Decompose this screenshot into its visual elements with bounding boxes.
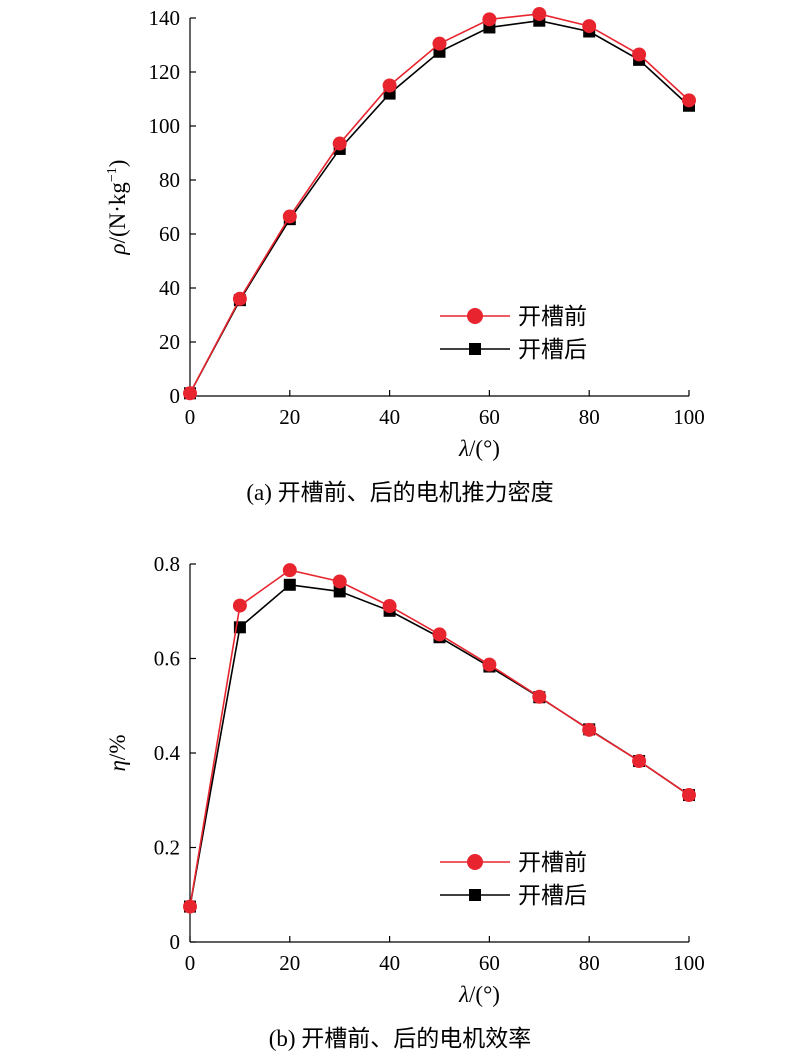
y-axis-unit-close: ): [105, 160, 130, 168]
y-axis-unit: /(N·kg: [105, 182, 130, 244]
series-line-before: [189, 569, 690, 907]
y-tick-label: 20: [159, 330, 180, 354]
series-line-before: [189, 13, 690, 394]
data-point-before: [482, 12, 497, 27]
x-tick-label: 60: [479, 951, 500, 975]
x-tick-label: 40: [379, 951, 400, 975]
x-tick-label: 0: [185, 951, 196, 975]
y-tick-label: 140: [149, 6, 181, 30]
y-tick-label: 120: [149, 60, 181, 84]
data-point-before: [632, 754, 647, 769]
x-axis-unit: /(°): [469, 436, 500, 461]
data-point-before: [183, 386, 197, 401]
y-axis-label: ρ/(N·kg−1): [105, 160, 130, 256]
legend-label: 开槽前: [518, 304, 587, 330]
x-tick-label: 80: [579, 405, 600, 429]
data-point-before: [432, 627, 447, 642]
y-axis-unit: /%: [105, 735, 130, 761]
series-line-after: [189, 19, 690, 394]
y-tick-label: 0.8: [154, 552, 180, 576]
data-point-before: [282, 209, 297, 224]
chart-thrust-density: 0 20 40 60 80 100 120 140 0 20 40 60 80 100 λ/(°) ρ/(N·…: [105, 6, 705, 505]
legend-marker-square: [469, 889, 481, 901]
x-tick-label: 0: [185, 405, 196, 429]
legend-marker-circle: [467, 854, 483, 870]
y-axis-symbol: η: [105, 760, 130, 771]
y-tick-label: 0: [170, 384, 181, 408]
data-point-before: [582, 19, 597, 34]
chart-caption: (a) 开槽前、后的电机推力密度: [246, 480, 553, 505]
x-axis-symbol: λ: [458, 982, 469, 1007]
x-tick-label: 20: [279, 951, 300, 975]
x-tick-label: 100: [673, 405, 705, 429]
data-point-before: [682, 93, 696, 108]
y-tick-label: 60: [159, 222, 180, 246]
data-point-before: [232, 291, 247, 306]
data-point-before: [482, 657, 497, 672]
data-point-before: [532, 6, 547, 21]
data-point-before: [332, 574, 347, 589]
legend-marker-circle: [467, 308, 483, 324]
legend-label: 开槽前: [518, 850, 587, 876]
data-point-before: [582, 722, 597, 737]
y-tick-label: 0: [170, 930, 181, 954]
data-point-before: [183, 899, 197, 914]
legend-label: 开槽后: [518, 883, 587, 909]
data-point-before: [632, 47, 647, 62]
data-point-before: [232, 598, 247, 613]
data-point-before: [332, 136, 347, 151]
legend-label: 开槽后: [518, 337, 587, 363]
x-tick-label: 40: [379, 405, 400, 429]
legend-marker-square: [469, 343, 481, 355]
x-axis-symbol: λ: [458, 436, 469, 461]
data-point-after: [333, 585, 346, 598]
data-point-after: [283, 578, 296, 591]
x-tick-label: 60: [479, 405, 500, 429]
y-tick-label: 80: [159, 168, 180, 192]
data-point-before: [382, 599, 397, 614]
x-axis-label: λ/(°): [458, 982, 500, 1007]
y-tick-label: 0.2: [154, 836, 180, 860]
data-point-before: [282, 563, 297, 578]
x-axis-label: λ/(°): [458, 436, 500, 461]
y-tick-label: 0.6: [154, 647, 180, 671]
chart-caption: (b) 开槽前、后的电机效率: [269, 1026, 532, 1051]
data-point-before: [532, 689, 547, 704]
x-tick-label: 100: [673, 951, 705, 975]
data-point-before: [682, 788, 696, 803]
y-axis-label: η/%: [105, 735, 130, 772]
x-tick-label: 20: [279, 405, 300, 429]
data-point-before: [432, 36, 447, 51]
y-axis-symbol: ρ: [105, 243, 130, 255]
y-axis-unit-exponent: −1: [105, 167, 120, 182]
x-axis-unit: /(°): [469, 982, 500, 1007]
x-tick-label: 80: [579, 951, 600, 975]
y-tick-label: 0.4: [154, 741, 181, 765]
y-tick-label: 100: [149, 114, 181, 138]
y-tick-label: 40: [159, 276, 180, 300]
data-point-before: [382, 78, 397, 93]
